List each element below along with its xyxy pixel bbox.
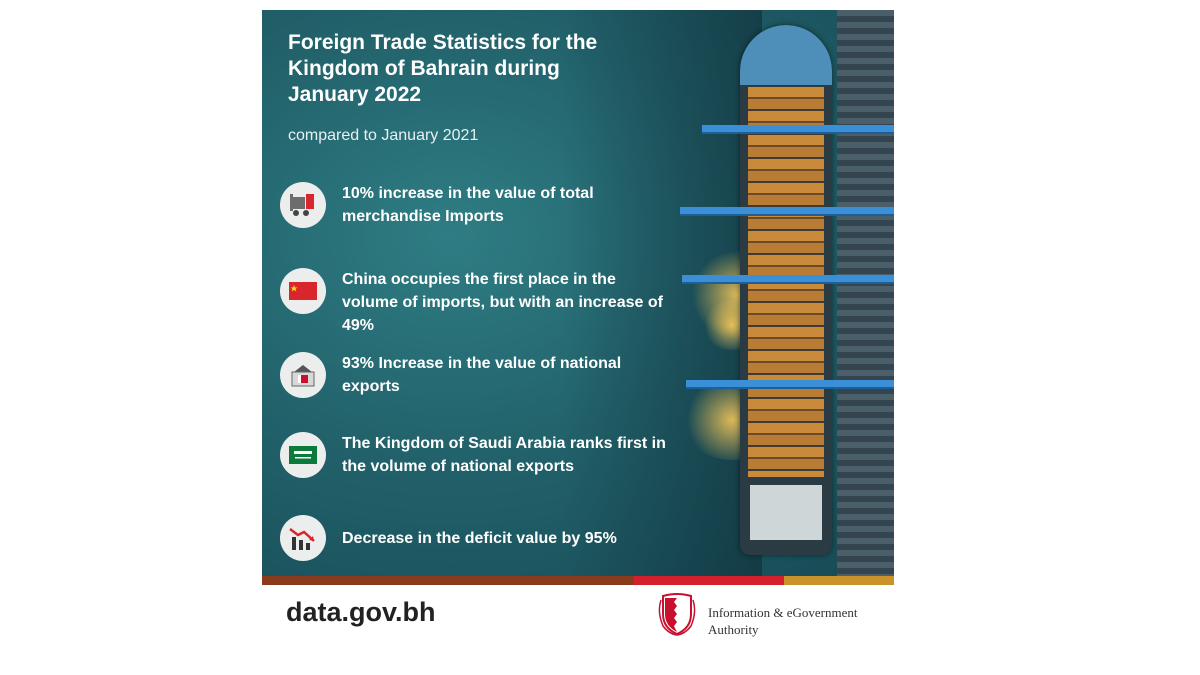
crane-arm: [682, 275, 894, 282]
website-link[interactable]: data.gov.bh: [286, 597, 436, 627]
container-bahrain-icon: [280, 352, 326, 398]
stat-item-imports: 10% increase in the value of total merch…: [280, 182, 680, 242]
infographic-title: Foreign Trade Statistics for the Kingdom…: [288, 31, 598, 106]
ship-containers: [748, 87, 824, 477]
stat-item-deficit: Decrease in the deficit value by 95%: [280, 515, 680, 575]
footer-bar-brown: [262, 576, 634, 585]
organization-name: Information & eGovernment Authority: [708, 605, 858, 637]
footer-bar-gold: [784, 576, 894, 585]
bahrain-emblem-icon: [657, 592, 697, 636]
stat-text: 10% increase in the value of total merch…: [342, 185, 594, 225]
forklift-icon: [280, 182, 326, 228]
crane-arm: [702, 125, 894, 132]
stat-text: Decrease in the deficit value by 95%: [342, 530, 617, 547]
stat-item-exports: 93% Increase in the value of national ex…: [280, 352, 680, 412]
footer-bar-red: [634, 576, 784, 585]
saudi-flag-icon: [280, 432, 326, 478]
china-flag-icon: [280, 268, 326, 314]
stat-text: 93% Increase in the value of national ex…: [342, 355, 622, 395]
container-ship-photo: [740, 25, 832, 555]
infographic-subtitle: compared to January 2021: [288, 127, 479, 144]
crane-arm: [680, 207, 894, 214]
pier-photo: [837, 10, 894, 576]
ship-bridge: [750, 485, 822, 540]
declining-chart-icon: [280, 515, 326, 561]
stat-text: China occupies the first place in the vo…: [342, 271, 663, 334]
stat-item-china: China occupies the first place in the vo…: [280, 268, 680, 334]
stat-item-saudi: The Kingdom of Saudi Arabia ranks first …: [280, 432, 680, 492]
crane-arm: [686, 380, 894, 387]
stat-text: The Kingdom of Saudi Arabia ranks first …: [342, 435, 666, 475]
infographic-card: Foreign Trade Statistics for the Kingdom…: [262, 10, 894, 576]
